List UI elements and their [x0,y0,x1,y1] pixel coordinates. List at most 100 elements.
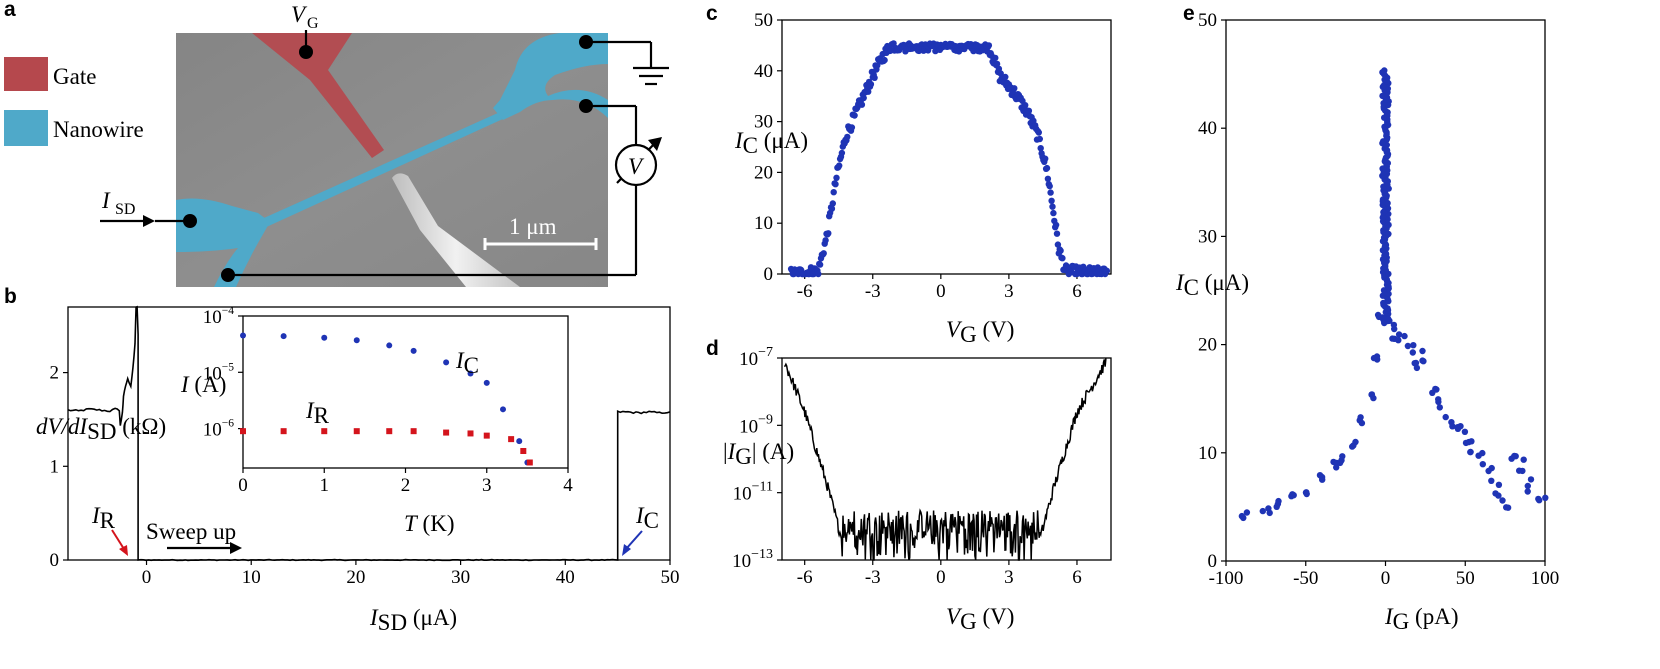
chart-c-point [829,200,836,207]
chart-e-point [1485,467,1492,475]
chart-c-point [992,54,999,62]
chart-e-xtick-label: 50 [1456,568,1475,589]
undefined: VG (V) [946,317,1014,347]
chart-b-inset-ytick-label: 10−4 [203,305,234,328]
chart-c-point [985,42,993,49]
chart-e-xtick-label: 0 [1381,568,1391,589]
chart-b-inset-ic-point [483,379,490,386]
chart-e-ytick-label: 50 [1198,10,1217,31]
chart-b-xtick-label: 50 [661,567,680,588]
nanowire [255,112,505,229]
chart-e-point [1391,325,1398,333]
chart-c-ytick-label: 30 [754,112,773,133]
voltage-contact-dot [579,99,593,113]
chart-e-point [1503,504,1510,511]
chart-e-point [1384,315,1392,322]
panel-d-letter: d [706,337,719,360]
chart-c-point [1047,189,1054,196]
chart-c-point [1049,203,1056,210]
chart-e-point [1524,482,1532,490]
chart-e-point [1259,507,1267,515]
chart-c-point [865,88,872,95]
voltmeter-icon [614,143,658,187]
chart-e-point [1303,490,1310,498]
chart-e-point [1516,467,1523,474]
chart-e-point [1499,497,1506,504]
chart-c-point [1053,230,1061,237]
chart-d-xtick-label: 6 [1072,567,1082,588]
chart-b-inset-ir-point [240,428,246,435]
chart-c-point [1050,209,1057,217]
chart-b-inset-xtick-label: 1 [320,475,330,496]
chart-c-xtick-label: 0 [936,281,946,302]
chart-b-ytick-label: 0 [50,550,60,571]
chart-e-ytick-label: 10 [1198,443,1217,464]
chart-c-point [848,124,856,131]
chart-b-xtick-label: 20 [346,567,365,588]
contact-bottom-left [176,198,270,287]
chart-e-ytick-label: 0 [1208,551,1218,572]
chart-b-inset-ir-point [520,447,527,454]
legend-gate-swatch [4,57,48,91]
panel-a-letter: a [4,0,16,21]
chart-b-inset-ic-point [353,337,360,344]
chart-c-frame [781,19,1112,275]
chart-b-sweep-arrowhead-icon [230,542,242,554]
undefined: IC [635,503,659,533]
undefined: dV/dISD (kΩ) [36,414,166,444]
vg-contact-dot [299,45,313,59]
isd-arrow-icon [143,215,155,227]
meter-arrow-icon [648,137,662,151]
chart-b-inset-ic-point [240,332,246,339]
chart-c-point [832,181,839,188]
chart-e-ytick-label: 30 [1198,226,1217,247]
undefined: IC (μA) [1175,270,1249,300]
chart-b-xtick-label: 30 [451,567,470,588]
chart-e-point [1520,456,1527,463]
chart-b-ytick-label: 1 [50,456,60,477]
chart-e-point [1401,332,1408,340]
chart-c-point [1002,73,1009,81]
chart-b-inset-ir-point [353,428,360,435]
chart-b-ir-arrow [111,529,125,550]
chart-c-xtick-label: 3 [1004,281,1014,302]
chart-c-point [820,250,827,257]
chart-e-point [1384,216,1391,223]
bottom-contact-dot [221,268,235,282]
chart-e-point [1316,472,1324,479]
chart-e-point [1479,449,1486,457]
chart-e-point [1395,331,1403,338]
probe-gate [392,173,520,287]
chart-c-point [881,56,888,64]
chart-e-point [1333,464,1340,471]
chart-c-point [867,81,875,88]
chart-b-inset-ic-point [280,333,287,340]
chart-c-xtick-label: -6 [797,281,813,302]
chart-e-point [1240,514,1247,522]
undefined: |IG| (A) [723,439,794,469]
chart-d-ytick-label: 10−7 [739,345,773,370]
chart-e-point [1368,391,1375,398]
chart-c-point [970,47,977,55]
chart-c-point [1046,182,1053,190]
chart-e-point [1479,461,1487,468]
chart-b-trace [67,305,671,562]
chart-c-point [858,101,866,108]
chart-e-point [1419,347,1426,355]
chart-b-inset-ic-point [386,342,393,349]
chart-b-inset-ic-point [443,359,450,366]
chart-c-point [1059,255,1066,262]
chart-e-point [1385,230,1392,238]
chart-b-inset-xtick-label: 4 [563,475,573,496]
chart-e-point [1433,386,1440,393]
chart-b-inset-ir-point [443,429,450,436]
chart-b-inset-xtick-label: 2 [401,475,411,496]
chart-e-point [1467,448,1474,456]
chart-e-point [1413,364,1421,372]
chart-c-point [822,237,829,244]
chart-b-inset-ir-point [321,428,328,435]
chart-e-point [1461,428,1469,435]
chart-d-ytick-label: 10−11 [733,480,773,505]
scale-bar [483,238,598,250]
chart-c-point [1037,145,1044,152]
